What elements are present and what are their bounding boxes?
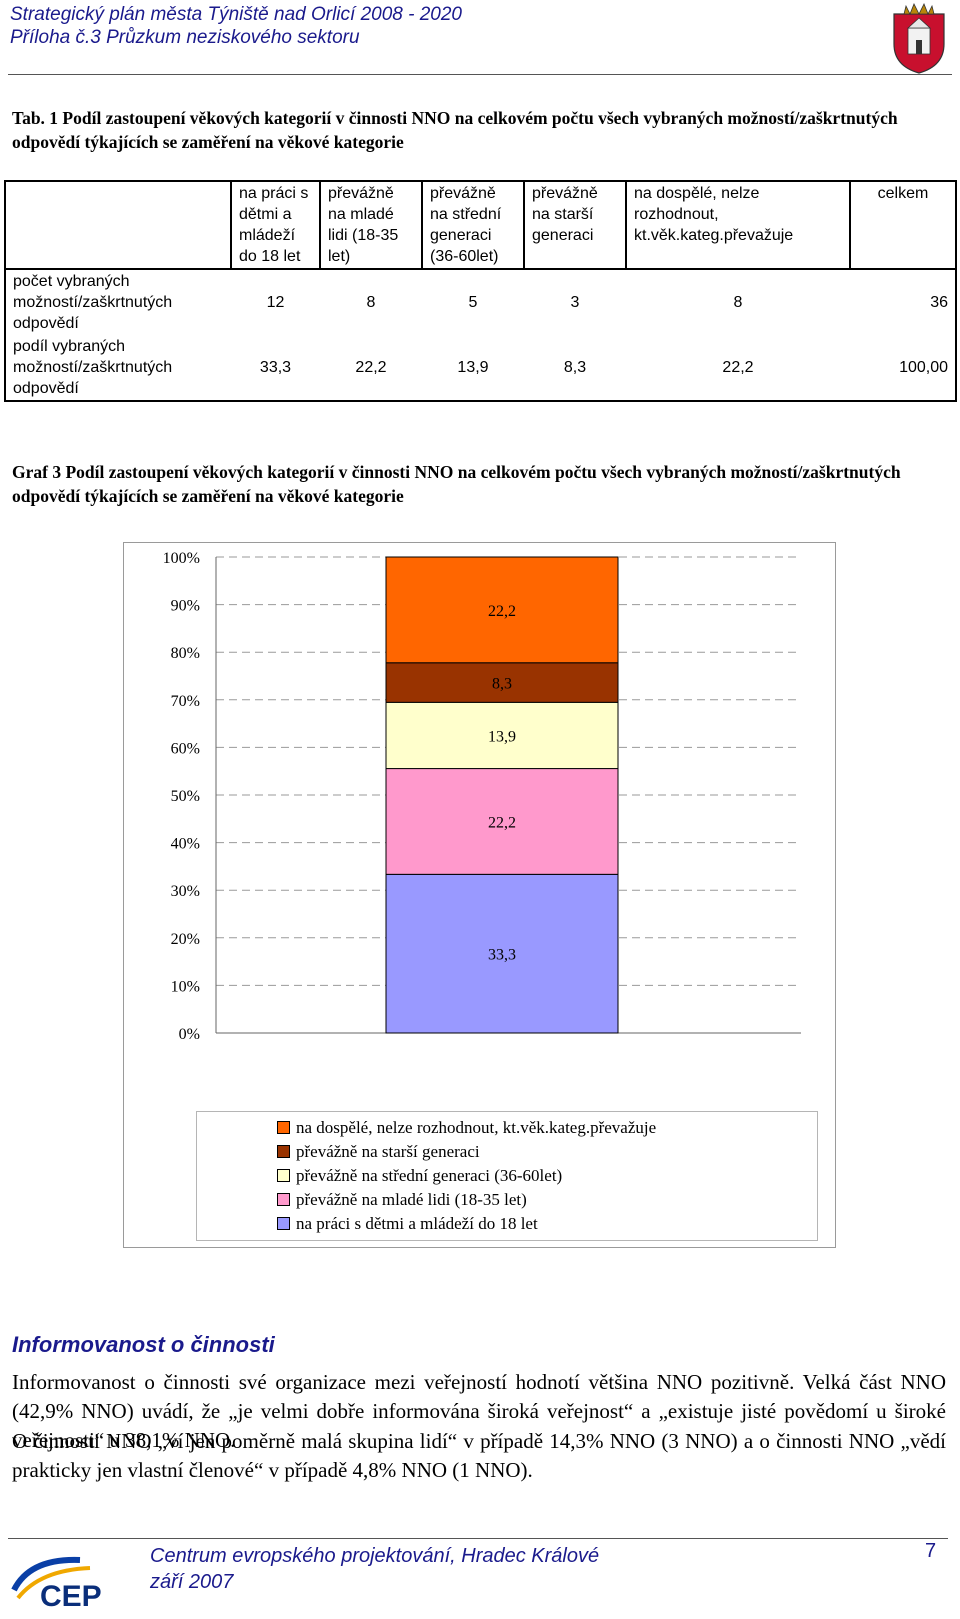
footer-organization: Centrum evropského projektování, Hradec … <box>150 1545 600 1567</box>
header-divider <box>8 74 952 75</box>
chart-frame: 0% 10% 20% 30% 40% 50% 60% 70% 80% 90% 100% 33,3 22,… <box>123 542 836 1248</box>
paragraph: O činnosti NNO „ví jen poměrně malá skup… <box>12 1429 946 1482</box>
y-tick-label: 80% <box>171 645 200 662</box>
legend-label: na dospělé, nelze rozhodnout, kt.věk.kat… <box>296 1118 657 1137</box>
column-header: na dospělé, nelze rozhodnout, kt.věk.kat… <box>625 180 851 270</box>
data-label: 22,2 <box>488 603 516 620</box>
y-tick-label: 20% <box>171 931 200 948</box>
graph-caption: Graf 3 Podíl zastoupení věkových kategor… <box>12 462 901 506</box>
y-tick-label: 100% <box>163 550 200 567</box>
table-header-row: na práci s dětmi a mládeží do 18 let pře… <box>4 180 957 270</box>
y-tick-label: 10% <box>171 978 200 995</box>
bar-segment <box>385 662 619 703</box>
legend-label: převážně na starší generaci <box>296 1142 480 1161</box>
legend-label: převážně na mladé lidi (18-35 let) <box>296 1190 527 1209</box>
legend-swatch <box>277 1193 290 1206</box>
town-crest-logo <box>893 3 945 74</box>
header-subtitle: Příloha č.3 Průzkum neziskového sektoru <box>10 27 360 48</box>
legend-label: na práci s dětmi a mládeží do 18 let <box>296 1214 538 1233</box>
table-corner-cell <box>4 180 231 270</box>
legend-swatch <box>277 1217 290 1230</box>
bar-segment <box>385 873 619 1034</box>
table-row: podíl vybraných možností/zaškrtnutých od… <box>4 335 957 402</box>
column-header: převážně na starší generaci <box>523 180 627 270</box>
table-cell: 8 <box>733 294 743 311</box>
legend-swatch <box>277 1169 290 1182</box>
logo-text: CEP <box>40 1580 102 1610</box>
y-tick-label: 50% <box>171 788 200 805</box>
legend-swatch <box>277 1145 290 1158</box>
column-header: celkem <box>849 180 957 270</box>
section-heading: Informovanost o činnosti <box>12 1332 275 1357</box>
header-title: Strategický plán města Týniště nad Orlic… <box>10 4 463 25</box>
row-label: počet vybraných možností/zaškrtnutých od… <box>4 269 231 335</box>
data-label: 8,3 <box>492 676 512 693</box>
data-label: 33,3 <box>488 947 516 964</box>
data-label: 13,9 <box>488 728 516 745</box>
table-cell: 36 <box>850 269 957 335</box>
page-number: 7 <box>925 1540 937 1562</box>
table-cell: 8 <box>366 294 376 311</box>
cep-logo: CEP <box>11 1556 102 1610</box>
column-header: na práci s dětmi a mládeží do 18 let <box>230 180 321 270</box>
table-cell: 13,9 <box>422 335 524 402</box>
table-cell: 8,3 <box>524 335 626 402</box>
y-tick-label: 70% <box>171 693 200 710</box>
table-cell: 12 <box>266 294 285 311</box>
chart-legend: na dospělé, nelze rozhodnout, kt.věk.kat… <box>196 1111 818 1241</box>
legend-item: převážně na střední generaci (36-60let) <box>277 1164 562 1188</box>
table-cell: 100,00 <box>850 335 957 402</box>
y-tick-label: 90% <box>171 598 200 615</box>
table-cell: 22,2 <box>626 335 850 402</box>
legend-item: převážně na mladé lidi (18-35 let) <box>277 1188 527 1212</box>
table-cell: 3 <box>570 294 580 311</box>
footer-divider <box>8 1538 948 1539</box>
paragraph: Informovanost o činnosti své organizace … <box>12 1370 946 1452</box>
y-tick-label: 30% <box>171 883 200 900</box>
table-cell: 5 <box>468 294 478 311</box>
bar-segment <box>385 556 619 664</box>
legend-item: převážně na starší generaci <box>277 1140 480 1164</box>
bar-segment <box>385 768 619 875</box>
column-header: převážně na mladé lidi (18-35 let) <box>319 180 423 270</box>
table-cell: 33,3 <box>231 335 320 402</box>
column-header: převážně na střední generaci (36-60let) <box>421 180 525 270</box>
data-label: 22,2 <box>488 814 516 831</box>
data-table: na práci s dětmi a mládeží do 18 let pře… <box>4 180 957 402</box>
y-tick-label: 0% <box>179 1026 200 1043</box>
stacked-bar-chart: 0% 10% 20% 30% 40% 50% 60% 70% 80% 90% 100% 33,3 22,… <box>163 550 801 1043</box>
y-tick-label: 40% <box>171 836 200 853</box>
row-label: podíl vybraných možností/zaškrtnutých od… <box>4 335 231 402</box>
table-cell: 22,2 <box>320 335 422 402</box>
footer-date: září 2007 <box>150 1571 234 1593</box>
legend-item: na práci s dětmi a mládeží do 18 let <box>277 1212 538 1236</box>
legend-item: na dospělé, nelze rozhodnout, kt.věk.kat… <box>277 1116 656 1140</box>
table-caption: Tab. 1 Podíl zastoupení věkových kategor… <box>12 108 898 152</box>
y-tick-label: 60% <box>171 740 200 757</box>
legend-label: převážně na střední generaci (36-60let) <box>296 1166 563 1185</box>
table-row: počet vybraných možností/zaškrtnutých od… <box>4 269 957 335</box>
legend-swatch <box>277 1121 290 1134</box>
